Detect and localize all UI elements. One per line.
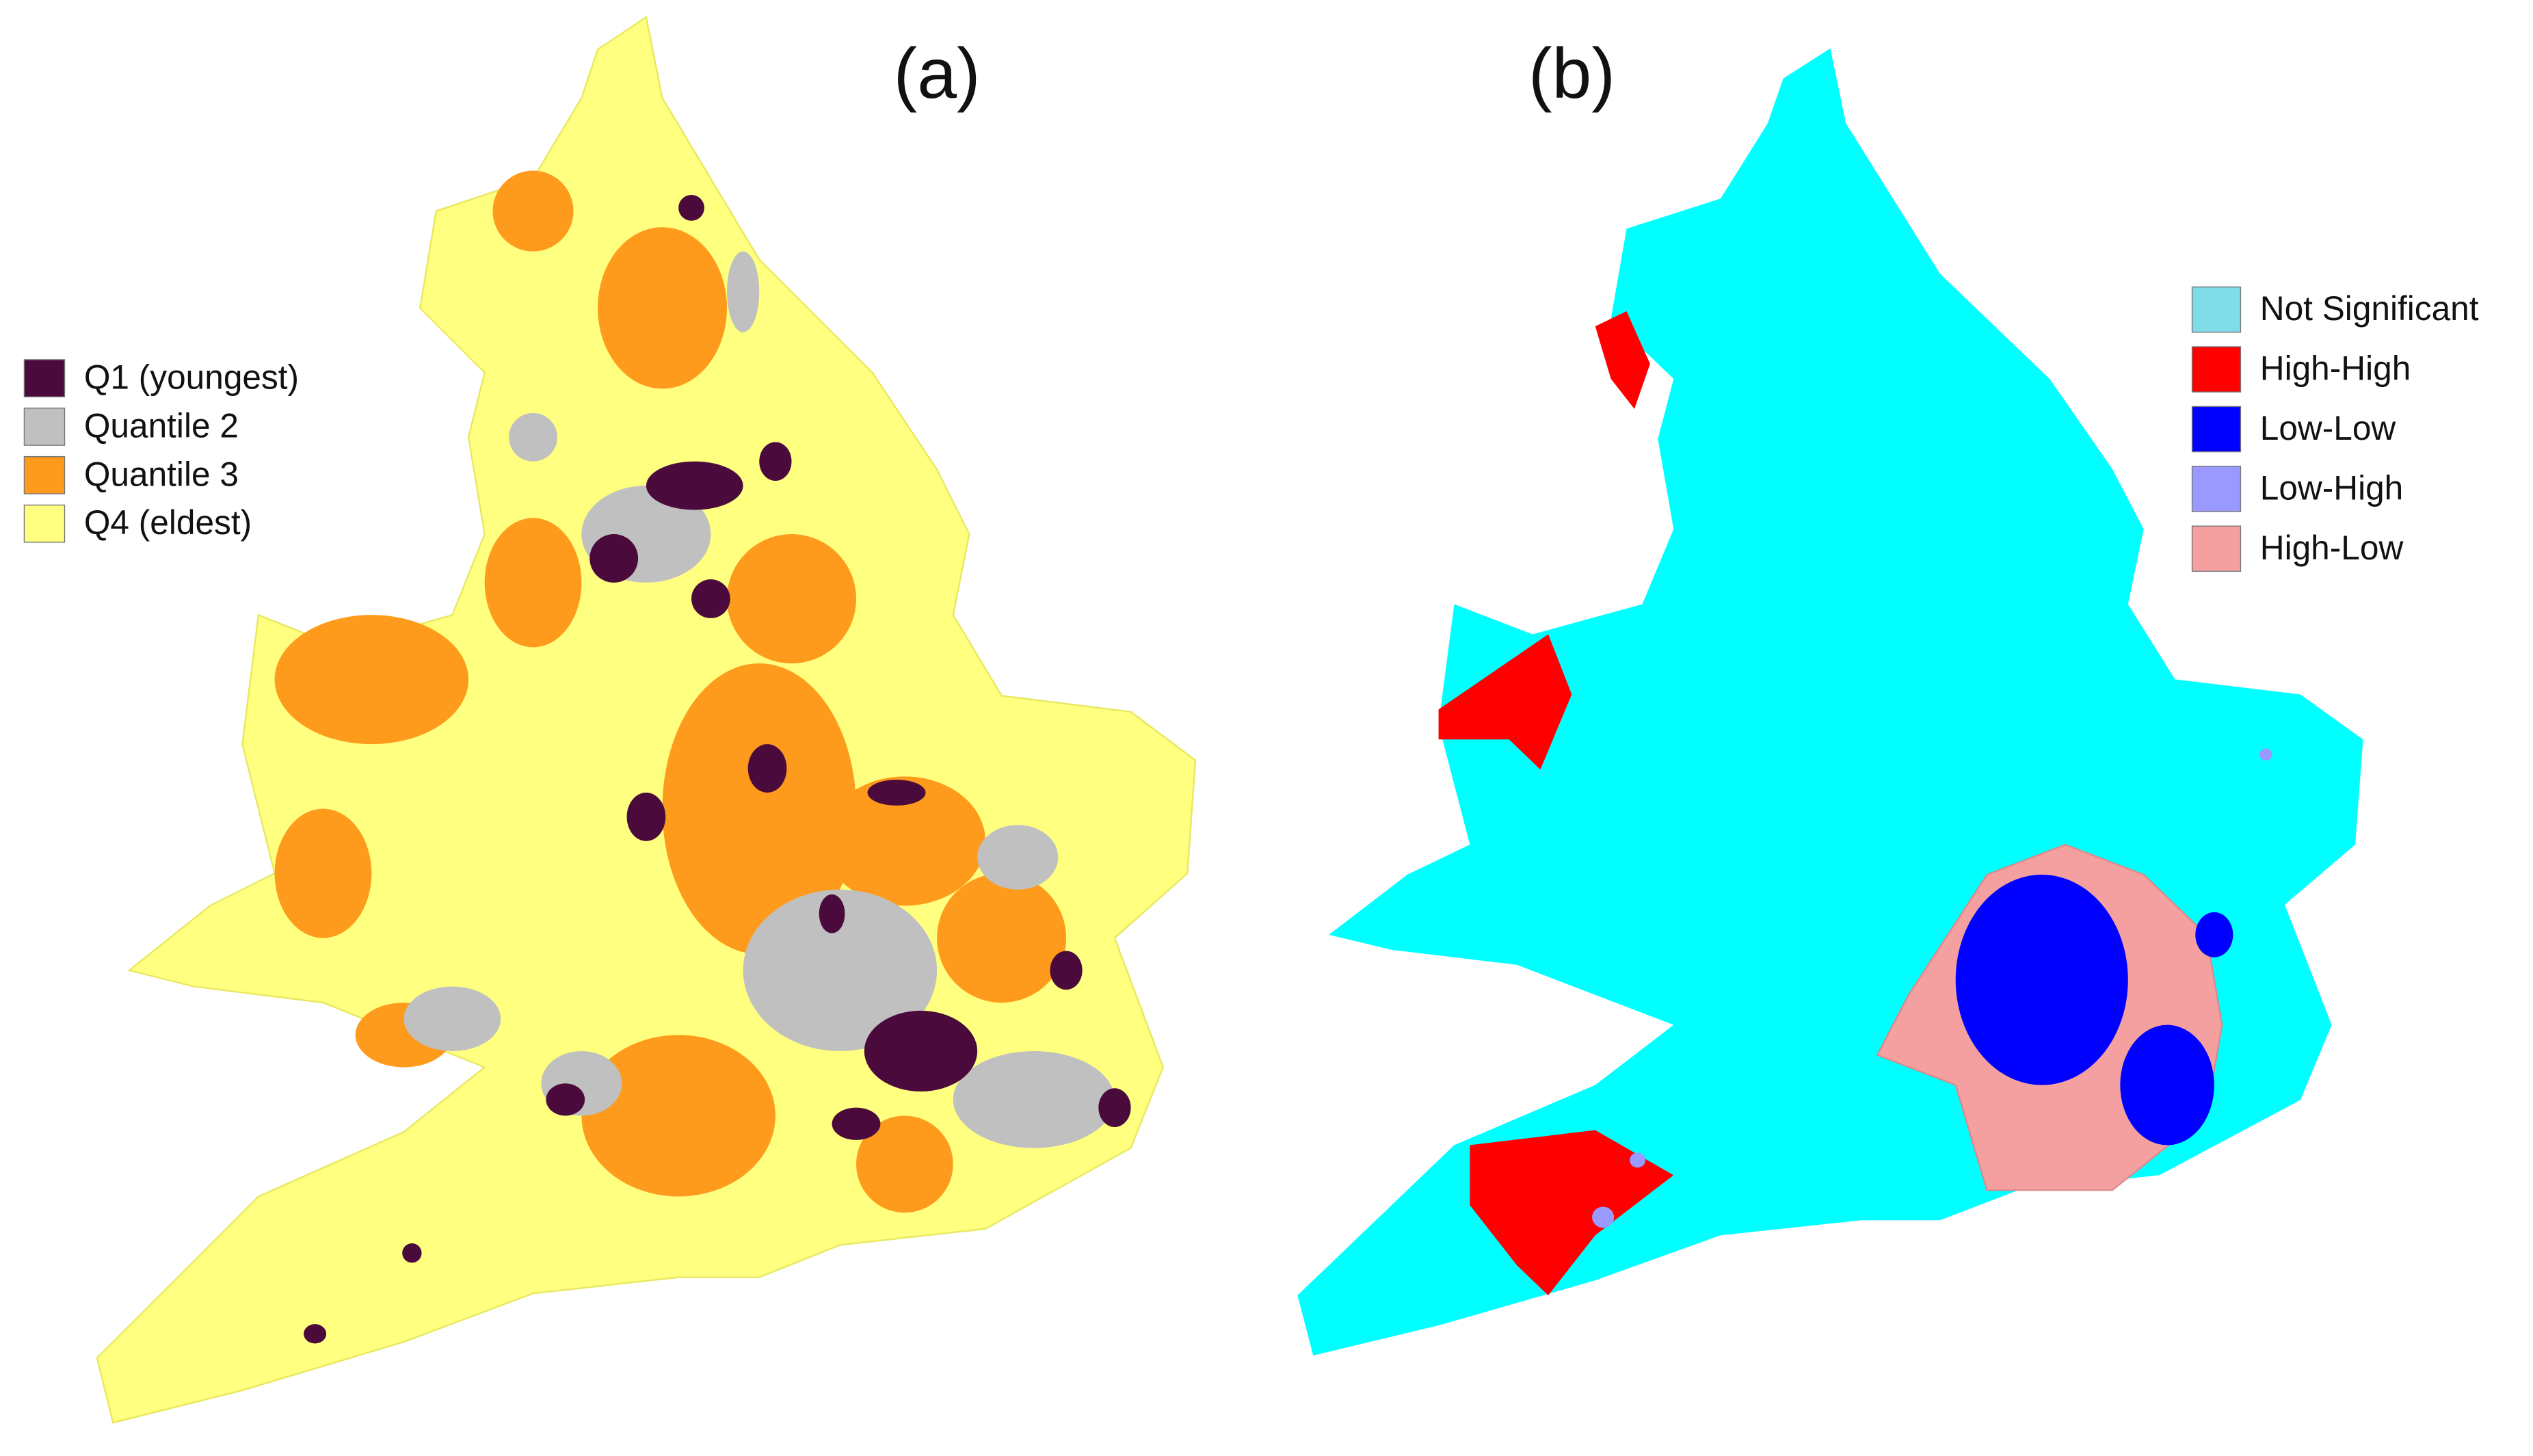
map-a: [96, 16, 1197, 1424]
map-b: [1297, 48, 2363, 1355]
low-high-areas: [1592, 748, 2272, 1228]
legend-swatch: [2191, 466, 2242, 512]
legend-label: Q1 (youngest): [84, 358, 299, 397]
legend-swatch: [2191, 286, 2242, 333]
legend-swatch: [23, 359, 66, 397]
legend-swatch: [23, 504, 66, 543]
panel-label: (a): [894, 34, 981, 114]
legend-label: Not Significant: [2260, 289, 2479, 328]
legend-label: Quantile 2: [84, 406, 239, 445]
high-high-areas: [1438, 311, 1674, 1296]
panel-label: (b): [1528, 34, 1615, 114]
legend-label: High-Low: [2260, 529, 2404, 567]
map-outline: [96, 16, 1197, 1424]
quantile-3-areas: [274, 170, 1067, 1213]
legend-label: Low-Low: [2260, 409, 2396, 447]
legend-swatch: [2191, 525, 2242, 572]
legend-label: Quantile 3: [84, 455, 239, 493]
legend-swatch: [2191, 346, 2242, 393]
legend-label: Q4 (eldest): [84, 503, 252, 542]
legend-label: Low-High: [2260, 468, 2404, 507]
legend-swatch: [23, 408, 66, 446]
legend-label: High-High: [2260, 349, 2411, 388]
legend-swatch: [2191, 406, 2242, 453]
legend-swatch: [23, 455, 66, 494]
panel-texts: (a) Q1 (youngest) Quantile 2 Quantile 3 Q4 (…: [23, 34, 2479, 572]
low-low-areas: [1955, 874, 2233, 1146]
q1-areas: [304, 194, 1131, 1344]
